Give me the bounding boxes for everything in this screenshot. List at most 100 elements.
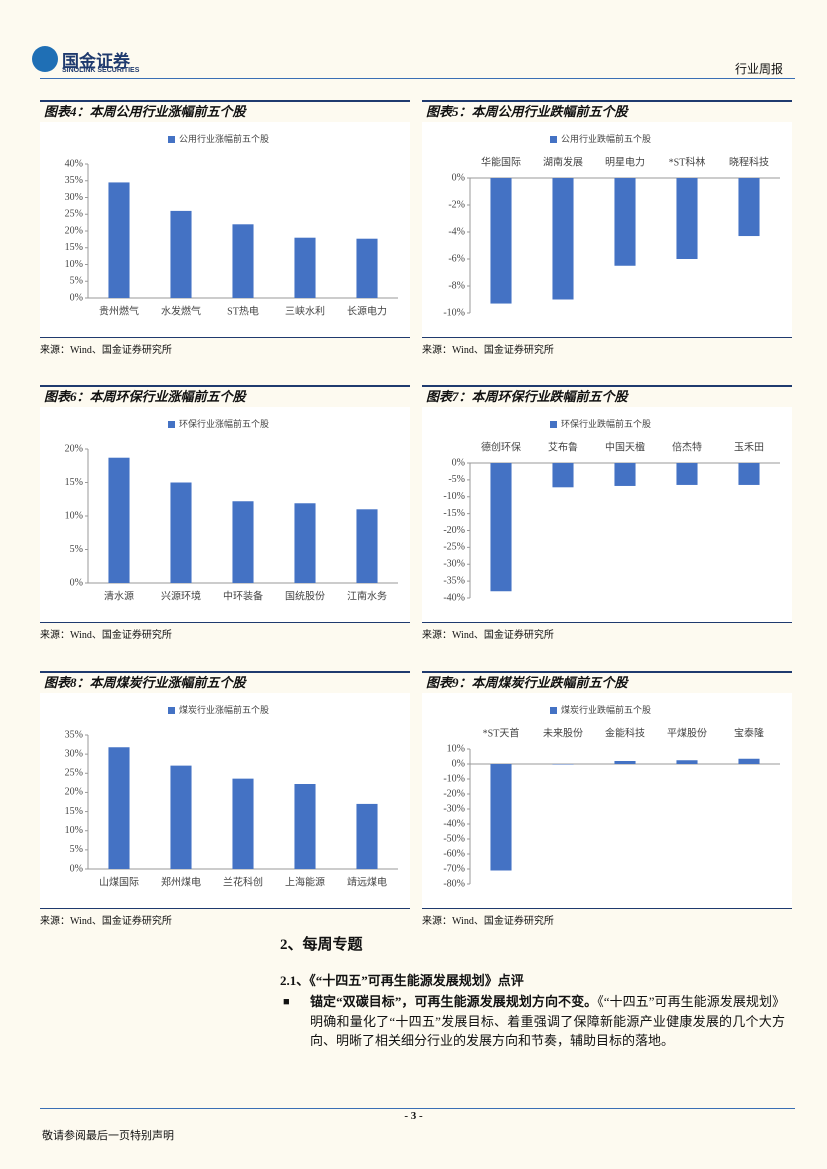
bar: [614, 178, 636, 266]
bullet-lead: 锚定“双碳目标”，可再生能源发展规划方向不变。: [310, 994, 598, 1009]
y-tick-label: 15%: [65, 242, 83, 253]
bar: [232, 778, 254, 869]
y-tick-label: 0%: [452, 758, 465, 769]
x-tick-label: 江南水务: [347, 589, 387, 602]
bullet-text: 《“十四五”可再生能源发展规划》明确和量化了“十四五”发展目标、着重强调了保障新…: [310, 994, 785, 1048]
x-tick-label: 明星电力: [605, 155, 645, 168]
figure: 图表4：本周公用行业涨幅前五个股 公用行业涨幅前五个股 0% 5% 10% 15% 20% 2…: [40, 100, 410, 360]
figure-title: 图表5：本周公用行业跌幅前五个股: [422, 100, 792, 120]
chart-box: 煤炭行业涨幅前五个股 0% 5% 10% 15% 20% 25% 30% 35% 山煤国际 郑州煤电…: [40, 693, 410, 908]
y-tick-label: -30%: [443, 559, 465, 570]
legend-swatch: [168, 136, 175, 143]
figure-source: 来源：Wind、国金证券研究所: [422, 337, 792, 356]
chart-box: 公用行业涨幅前五个股 0% 5% 10% 15% 20% 25% 30% 35% 40% 贵州燃气 水…: [40, 122, 410, 337]
x-tick-label: 未来股份: [543, 727, 583, 739]
x-tick-label: 三峡水利: [285, 304, 325, 317]
header-line: [40, 78, 795, 79]
x-tick-label: 郑州煤电: [161, 875, 201, 888]
y-tick-label: -25%: [443, 542, 465, 553]
bar: [294, 503, 316, 583]
bar: [676, 760, 698, 764]
y-tick-label: 0%: [70, 292, 83, 303]
bar: [232, 501, 254, 583]
x-tick-label: *ST天首: [483, 726, 520, 739]
y-tick-label: -10%: [443, 491, 465, 502]
y-tick-label: 25%: [65, 768, 83, 779]
legend-swatch: [168, 421, 175, 428]
y-tick-label: 15%: [65, 477, 83, 488]
x-tick-label: 贵州燃气: [99, 304, 139, 317]
bar: [552, 178, 574, 300]
bar: [738, 178, 760, 237]
figure-title: 图表6：本周环保行业涨幅前五个股: [40, 385, 410, 405]
y-tick-label: -40%: [443, 592, 465, 603]
y-tick-label: 20%: [65, 787, 83, 798]
y-tick-label: 5%: [70, 844, 83, 855]
y-tick-label: 0%: [452, 172, 465, 183]
x-tick-label: 湖南发展: [543, 155, 583, 168]
y-tick-label: -5%: [448, 474, 465, 485]
y-tick-label: 0%: [70, 577, 83, 588]
legend-swatch: [168, 707, 175, 714]
figure-title: 图表9：本周煤炭行业跌幅前五个股: [422, 671, 792, 691]
x-tick-label: 兴源环境: [161, 589, 201, 602]
report-type: 行业周报: [735, 62, 784, 76]
figure-source: 来源：Wind、国金证券研究所: [422, 622, 792, 641]
x-tick-label: 上海能源: [285, 875, 325, 888]
x-tick-label: 平煤股份: [667, 726, 707, 739]
y-tick-label: -70%: [443, 863, 465, 874]
legend-swatch: [550, 421, 557, 428]
y-tick-label: -8%: [448, 280, 465, 291]
figure-source: 来源：Wind、国金证券研究所: [40, 908, 410, 927]
x-tick-label: 清水源: [104, 589, 134, 602]
y-tick-label: -50%: [443, 833, 465, 844]
x-tick-label: 德创环保: [481, 440, 521, 453]
bar: [108, 182, 130, 298]
chart-box: 环保行业涨幅前五个股 0% 5% 10% 15% 20% 清水源 兴源环境 中环装备 国统股份 江南…: [40, 407, 410, 622]
subheading: 2.1、《“十四五”可再生能源发展规划》点评: [280, 973, 524, 988]
bar: [676, 463, 698, 485]
figure: 图表7：本周环保行业跌幅前五个股 环保行业跌幅前五个股 0% -5% -10% -15% -…: [422, 385, 792, 645]
y-tick-label: 35%: [65, 729, 83, 740]
section-heading: 2、每周专题: [280, 937, 363, 953]
x-tick-label: ST热电: [227, 304, 259, 317]
logo-en: SINOLINK SECURITIES: [62, 67, 140, 74]
y-tick-label: -20%: [443, 788, 465, 799]
logo-text: 国金证券: [62, 52, 130, 71]
figure: 图表8：本周煤炭行业涨幅前五个股 煤炭行业涨幅前五个股 0% 5% 10% 15% 20% 2…: [40, 671, 410, 931]
chart: 煤炭行业涨幅前五个股 0% 5% 10% 15% 20% 25% 30% 35% 山煤国际 郑州煤电…: [65, 704, 398, 888]
x-tick-label: 水发燃气: [161, 304, 201, 317]
figure-title: 图表7：本周环保行业跌幅前五个股: [422, 385, 792, 405]
y-tick-label: 0%: [452, 457, 465, 468]
y-tick-label: -80%: [443, 878, 465, 889]
bar: [108, 457, 130, 583]
page-number: - 3 -: [404, 1110, 423, 1122]
y-tick-label: -2%: [448, 199, 465, 210]
y-tick-label: 20%: [65, 443, 83, 454]
y-tick-label: -35%: [443, 575, 465, 586]
disclaimer: 敬请参阅最后一页特别声明: [42, 1130, 174, 1142]
x-tick-label: 中国天楹: [605, 440, 645, 453]
figure-source: 来源：Wind、国金证券研究所: [422, 908, 792, 927]
y-tick-label: 10%: [65, 259, 83, 270]
bar: [614, 761, 636, 764]
figure: 图表9：本周煤炭行业跌幅前五个股 煤炭行业跌幅前五个股 10% 0% -10% -20% -…: [422, 671, 792, 931]
bar: [232, 224, 254, 298]
y-tick-label: 5%: [70, 544, 83, 555]
chart: 公用行业涨幅前五个股 0% 5% 10% 15% 20% 25% 30% 35% 40% 贵州燃气 水…: [65, 133, 398, 317]
x-tick-label: 靖远煤电: [347, 875, 387, 888]
y-tick-label: -15%: [443, 508, 465, 519]
bar: [676, 178, 698, 259]
y-tick-label: -4%: [448, 226, 465, 237]
x-tick-label: 山煤国际: [99, 875, 139, 888]
bar: [108, 747, 130, 869]
chart-box: 煤炭行业跌幅前五个股 10% 0% -10% -20% -30% -40% -50% -60% -…: [422, 693, 792, 908]
bar: [170, 765, 192, 869]
figure: 图表5：本周公用行业跌幅前五个股 公用行业跌幅前五个股 0% -2% -4% -6% -8%…: [422, 100, 792, 360]
x-tick-label: 倍杰特: [672, 440, 702, 453]
y-tick-label: 20%: [65, 225, 83, 236]
figure-title: 图表8：本周煤炭行业涨幅前五个股: [40, 671, 410, 691]
y-tick-label: 0%: [70, 863, 83, 874]
legend-label: 公用行业跌幅前五个股: [561, 133, 651, 144]
